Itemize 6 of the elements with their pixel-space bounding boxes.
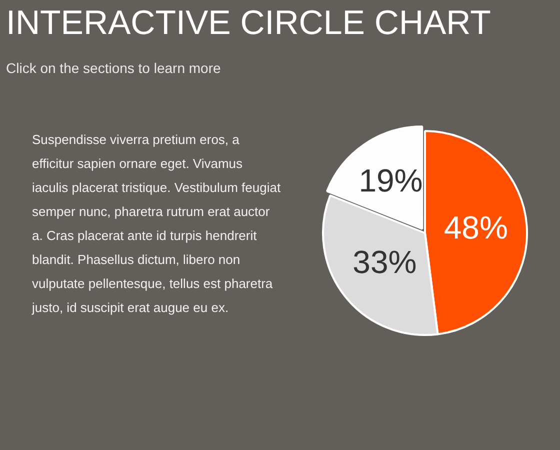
- data-label: 48%: [444, 210, 508, 246]
- chart-title: INTERACTIVE CIRCLE CHART: [6, 4, 491, 43]
- text: Suspendisse viverra pretium eros, a efficitur sapien ornare eget. Vivamus iaculis placerat tristique. Vestibulum feugiat semper nunc, pharetra rutrum erat auctor a. Cras placerat ante id turpis hendrerit blandit. Phasellus dictum, libero non vulputate pellentesque, tellus est pharetra justo, id suscipit erat augue eu ex.: [32, 131, 282, 317]
- data-label: 33%: [352, 244, 417, 280]
- data-label: 19%: [358, 162, 423, 198]
- text: Click on the sections to learn more: [6, 60, 221, 76]
